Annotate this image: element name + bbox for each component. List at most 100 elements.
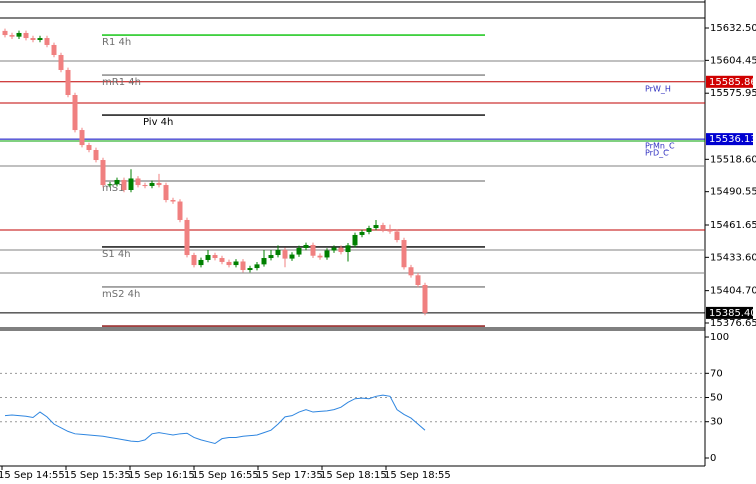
y-tick-label: 50: [710, 393, 723, 404]
candle-body: [233, 261, 239, 266]
y-tick-label: 30: [710, 417, 723, 428]
candle-body: [37, 38, 43, 41]
candle-body: [212, 255, 218, 259]
y-tick-label: 100: [710, 332, 729, 343]
price-badge-label: 15585.86: [709, 77, 756, 88]
candle-body: [114, 179, 120, 185]
candle-body: [282, 249, 288, 259]
candle-body: [394, 231, 400, 241]
candle-body: [149, 182, 155, 186]
x-tick-label: 15 Sep 14:55: [0, 470, 65, 481]
candle-body: [16, 32, 22, 37]
candle-body: [93, 149, 99, 161]
candle-body: [401, 240, 407, 268]
candle-body: [268, 255, 274, 259]
price-badge-label: 15536.13: [709, 134, 756, 145]
candle-body: [240, 261, 246, 271]
candle-body: [72, 94, 78, 131]
price-badge: [706, 133, 753, 146]
x-tick-label: 15 Sep 18:15: [320, 470, 387, 481]
candle-body: [9, 35, 15, 37]
candle-body: [373, 225, 379, 229]
candle-body: [44, 38, 50, 45]
candle-body: [156, 182, 162, 186]
x-tick-label: 15 Sep 18:55: [384, 470, 451, 481]
candle-body: [121, 179, 127, 190]
y-tick-label: 15604.45: [710, 55, 756, 66]
candle-body: [30, 38, 36, 41]
candle-body: [296, 247, 302, 255]
candle-body: [359, 231, 365, 235]
candle-body: [163, 185, 169, 201]
pivot-label: R1 4h: [102, 37, 131, 48]
candle-body: [310, 244, 316, 256]
price-badge: [706, 75, 753, 88]
x-tick-label: 15 Sep 17:35: [256, 470, 323, 481]
candle-body: [177, 201, 183, 220]
candle-body: [247, 268, 253, 271]
tag-label: PrW_H: [645, 85, 671, 94]
y-tick-label: 15632.50: [710, 23, 756, 34]
candle-body: [289, 254, 295, 259]
y-tick-label: 15575.95: [710, 88, 756, 99]
candle-body: [331, 247, 337, 251]
y-tick-label: 15518.60: [710, 154, 756, 165]
candle-body: [142, 185, 148, 187]
candle-body: [79, 130, 85, 146]
candle-body: [86, 145, 92, 150]
x-tick-label: 15 Sep 16:55: [192, 470, 259, 481]
candle-body: [338, 247, 344, 253]
y-tick-label: 70: [710, 368, 723, 379]
candle-body: [366, 228, 372, 232]
candle-body: [345, 245, 351, 253]
y-tick-label: 15461.65: [710, 220, 756, 231]
x-tick-label: 15 Sep 16:15: [128, 470, 195, 481]
pivot-label: mS2 4h: [102, 289, 140, 300]
candle-body: [135, 178, 141, 186]
candle-body: [184, 219, 190, 256]
pivot-label: mS1: [102, 183, 124, 194]
candle-body: [191, 255, 197, 266]
candle-body: [198, 259, 204, 266]
candle-body: [408, 267, 414, 276]
x-tick-label: 15 Sep 15:35: [64, 470, 131, 481]
pivot-label: mR1 4h: [102, 77, 141, 88]
candle-body: [2, 30, 8, 36]
candle-body: [219, 258, 225, 262]
price-badge-label: 15385.40: [709, 308, 756, 319]
candle-body: [380, 225, 386, 231]
y-tick-label: 15404.70: [710, 286, 756, 297]
y-tick-label: 0: [710, 453, 716, 464]
candle-body: [205, 255, 211, 260]
tag-label: PrD_C: [645, 149, 669, 158]
pivot-label: S1 4h: [102, 249, 131, 260]
candle-body: [324, 250, 330, 258]
candle-body: [170, 200, 176, 202]
y-tick-label: 15433.60: [710, 252, 756, 263]
candle-body: [226, 261, 232, 266]
candle-body: [261, 258, 267, 265]
price-badge: [706, 306, 753, 319]
candle-body: [352, 234, 358, 246]
candle-body: [58, 54, 64, 70]
candle-body: [387, 230, 393, 232]
candle-body: [415, 275, 421, 285]
candle-body: [422, 284, 428, 313]
candle-body: [254, 264, 260, 269]
candle-body: [275, 249, 281, 256]
pivot-label: Piv 4h: [143, 117, 173, 128]
y-tick-label: 15490.55: [710, 187, 756, 198]
candle-body: [100, 160, 106, 186]
indicator-line: [4, 394, 426, 445]
candle-body: [107, 184, 113, 186]
tag-label: PrMn_C: [645, 142, 675, 151]
candle-body: [65, 69, 71, 95]
candle-body: [317, 255, 323, 258]
candle-body: [51, 44, 57, 55]
candle-body: [23, 32, 29, 39]
candle-body: [128, 178, 134, 190]
candle-body: [303, 244, 309, 248]
y-tick-label: 15376.65: [710, 318, 756, 329]
